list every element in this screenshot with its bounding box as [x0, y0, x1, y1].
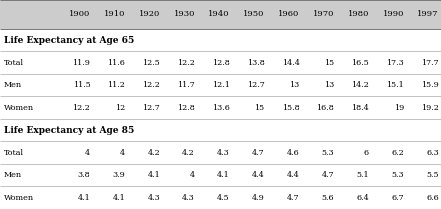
Text: 11.5: 11.5 — [73, 81, 90, 89]
Text: 12: 12 — [115, 104, 125, 112]
Text: 17.3: 17.3 — [386, 59, 404, 67]
Text: 3.8: 3.8 — [78, 171, 90, 179]
Text: 4: 4 — [120, 149, 125, 157]
Text: 1980: 1980 — [348, 10, 369, 18]
Text: 19: 19 — [394, 104, 404, 112]
Text: 12.7: 12.7 — [247, 81, 265, 89]
Bar — [0, 141, 441, 164]
Text: Total: Total — [4, 149, 23, 157]
Text: 11.7: 11.7 — [177, 81, 195, 89]
Text: 13: 13 — [289, 81, 299, 89]
Text: 4.9: 4.9 — [252, 194, 265, 202]
Text: 12.5: 12.5 — [142, 59, 160, 67]
Text: 1920: 1920 — [139, 10, 160, 18]
Text: 13.8: 13.8 — [247, 59, 265, 67]
Text: Total: Total — [4, 59, 23, 67]
Text: 4.2: 4.2 — [147, 149, 160, 157]
Text: 4.1: 4.1 — [112, 194, 125, 202]
Text: 1990: 1990 — [383, 10, 404, 18]
Text: Men: Men — [4, 81, 22, 89]
Text: Life Expectancy at Age 65: Life Expectancy at Age 65 — [4, 36, 134, 45]
Text: Women: Women — [4, 104, 34, 112]
Text: 11.9: 11.9 — [72, 59, 90, 67]
Text: 6.6: 6.6 — [426, 194, 439, 202]
Text: 4.3: 4.3 — [182, 194, 195, 202]
Text: 15.9: 15.9 — [421, 81, 439, 89]
Text: 4: 4 — [190, 171, 195, 179]
Text: 4.5: 4.5 — [217, 194, 230, 202]
Text: 16.5: 16.5 — [351, 59, 369, 67]
Text: 4.4: 4.4 — [252, 171, 265, 179]
Text: Women: Women — [4, 194, 34, 202]
Text: 17.7: 17.7 — [421, 59, 439, 67]
Text: Men: Men — [4, 171, 22, 179]
Text: 12.2: 12.2 — [142, 81, 160, 89]
Text: 4.2: 4.2 — [182, 149, 195, 157]
Bar — [0, 29, 441, 51]
Text: 1900: 1900 — [69, 10, 90, 18]
Text: 4.4: 4.4 — [287, 171, 299, 179]
Text: 6: 6 — [364, 149, 369, 157]
Text: 12.2: 12.2 — [177, 59, 195, 67]
Text: 13.6: 13.6 — [212, 104, 230, 112]
Text: 19.2: 19.2 — [421, 104, 439, 112]
Text: 16.8: 16.8 — [317, 104, 334, 112]
Text: 1940: 1940 — [208, 10, 230, 18]
Text: 1950: 1950 — [243, 10, 265, 18]
Text: 6.7: 6.7 — [391, 194, 404, 202]
Text: 5.6: 5.6 — [321, 194, 334, 202]
Text: 12.8: 12.8 — [212, 59, 230, 67]
Bar — [0, 97, 441, 119]
Text: 15: 15 — [324, 59, 334, 67]
Text: 4: 4 — [85, 149, 90, 157]
Bar — [0, 164, 441, 186]
Text: 4.7: 4.7 — [321, 171, 334, 179]
Bar — [0, 51, 441, 74]
Text: 4.6: 4.6 — [287, 149, 299, 157]
Text: Life Expectancy at Age 85: Life Expectancy at Age 85 — [4, 126, 134, 135]
Text: 11.6: 11.6 — [107, 59, 125, 67]
Text: 1960: 1960 — [278, 10, 299, 18]
Text: 14.2: 14.2 — [351, 81, 369, 89]
Text: 12.7: 12.7 — [142, 104, 160, 112]
Text: 1970: 1970 — [313, 10, 334, 18]
Text: 15.8: 15.8 — [282, 104, 299, 112]
Text: 6.3: 6.3 — [426, 149, 439, 157]
Bar — [0, 119, 441, 141]
Text: 4.1: 4.1 — [78, 194, 90, 202]
Bar — [0, 0, 441, 29]
Text: 6.4: 6.4 — [356, 194, 369, 202]
Text: 5.3: 5.3 — [391, 171, 404, 179]
Text: 6.2: 6.2 — [391, 149, 404, 157]
Text: 4.1: 4.1 — [217, 171, 230, 179]
Text: 15: 15 — [254, 104, 265, 112]
Text: 4.1: 4.1 — [147, 171, 160, 179]
Text: 12.1: 12.1 — [212, 81, 230, 89]
Text: 4.7: 4.7 — [287, 194, 299, 202]
Text: 4.3: 4.3 — [147, 194, 160, 202]
Bar — [0, 74, 441, 97]
Text: 4.7: 4.7 — [252, 149, 265, 157]
Text: 13: 13 — [324, 81, 334, 89]
Text: 1930: 1930 — [174, 10, 195, 18]
Text: 5.5: 5.5 — [426, 171, 439, 179]
Text: 18.4: 18.4 — [351, 104, 369, 112]
Text: 5.1: 5.1 — [356, 171, 369, 179]
Text: 5.3: 5.3 — [321, 149, 334, 157]
Text: 12.8: 12.8 — [177, 104, 195, 112]
Text: 14.4: 14.4 — [281, 59, 299, 67]
Bar — [0, 186, 441, 209]
Text: 12.2: 12.2 — [72, 104, 90, 112]
Text: 1910: 1910 — [104, 10, 125, 18]
Text: 1997: 1997 — [417, 10, 439, 18]
Text: 15.1: 15.1 — [386, 81, 404, 89]
Text: 4.3: 4.3 — [217, 149, 230, 157]
Text: 3.9: 3.9 — [112, 171, 125, 179]
Text: 11.2: 11.2 — [107, 81, 125, 89]
